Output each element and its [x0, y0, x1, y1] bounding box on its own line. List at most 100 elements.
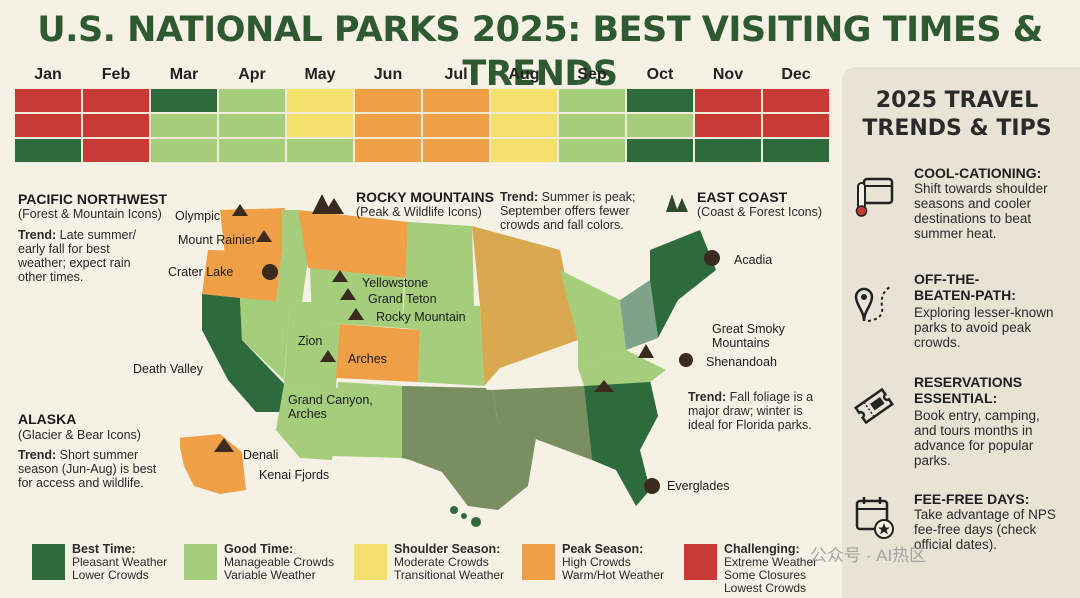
park-label-kenai: Kenai Fjords	[259, 468, 330, 482]
heatmap-cell	[558, 88, 626, 113]
heatmap-cell	[422, 113, 490, 138]
tip-head-3: FEE-FREE DAYS:	[914, 491, 1030, 507]
trend-pnw: Trend: Late summer/ early fall for best …	[18, 228, 137, 284]
legend-line: Transitional Weather	[394, 568, 505, 582]
heatmap-cell	[762, 88, 830, 113]
month-label: Sep	[577, 66, 607, 83]
tip-body-0: Shift towards shoulder seasons and cooler…	[914, 181, 1048, 241]
calendar-star-icon	[855, 497, 894, 539]
legend-title-peak: Peak Season:	[562, 542, 644, 556]
heatmap-cell	[626, 88, 694, 113]
heatmap-cell	[490, 88, 558, 113]
month-header: Jan Feb Mar Apr May Jun Jul Aug Sep Oct Nov Dec	[14, 64, 830, 88]
region-tx	[402, 386, 536, 510]
region-south	[492, 386, 592, 460]
region-ca	[202, 294, 290, 412]
us-map	[180, 204, 720, 527]
legend-line: Variable Weather	[224, 568, 316, 582]
month-label: Aug	[508, 66, 540, 83]
park-label-crater: Crater Lake	[168, 265, 234, 279]
region-appalachia	[578, 350, 666, 386]
tip-body-3: Take advantage of NPS fee-free days (chec…	[914, 507, 1056, 552]
month-label: Jan	[34, 66, 62, 83]
legend-line: Moderate Crowds	[394, 555, 489, 569]
calendar-thermometer-icon	[855, 177, 894, 217]
region-midwest	[472, 226, 578, 386]
park-label-arches: Arches	[348, 352, 387, 366]
heatmap-cell	[150, 113, 218, 138]
heatmap-cell	[422, 138, 490, 163]
region-az	[276, 384, 338, 460]
month-label: May	[304, 66, 336, 83]
heatmap-cell	[218, 88, 286, 113]
region-sub-rocky: (Peak & Wildlife Icons)	[356, 205, 482, 219]
heatmap-cell	[354, 88, 422, 113]
park-label-zion: Zion	[298, 334, 323, 348]
forest-icon	[666, 194, 688, 212]
tip-body-1: Exploring lesser-known parks to avoid pea…	[914, 305, 1054, 350]
region-sub-pnw: (Forest & Mountain Icons)	[18, 207, 162, 221]
map-pin-path-icon	[854, 286, 891, 322]
region-ohio	[560, 270, 626, 368]
region-title-east: EAST COAST	[697, 189, 788, 205]
watermark: 公众号 · AI热区	[810, 546, 927, 565]
heatmap-cell	[354, 113, 422, 138]
park-label-rainier: Mount Rainier	[178, 233, 256, 247]
legend-swatch-peak	[522, 544, 555, 580]
legend-swatch-shoulder	[354, 544, 387, 580]
tip-body-2: Book entry, camping, and tours months in …	[914, 408, 1040, 468]
month-label: Oct	[646, 66, 674, 83]
month-label: Mar	[169, 66, 199, 83]
heatmap-cell	[762, 138, 830, 163]
heatmap-cell	[150, 138, 218, 163]
month-label: Feb	[101, 66, 131, 83]
region-co	[336, 324, 420, 382]
month-label: Nov	[712, 66, 744, 83]
region-ne-ks	[402, 302, 484, 386]
park-label-smoky: Great Smoky Mountains	[712, 322, 785, 350]
region-title-alaska: ALASKA	[18, 411, 77, 427]
heatmap-cell	[218, 138, 286, 163]
legend-title-challenging: Challenging:	[724, 542, 800, 556]
month-label: Apr	[238, 66, 266, 83]
region-nd-sd	[404, 222, 474, 306]
heatmap-cell	[490, 113, 558, 138]
heatmap-cell	[490, 138, 558, 163]
heatmap-cell	[82, 138, 150, 163]
legend-line: High Crowds	[562, 555, 631, 569]
legend-line: Lowest Crowds	[724, 581, 807, 595]
legend-line: Pleasant Weather	[72, 555, 168, 569]
region-sub-alaska: (Glacier & Bear Icons)	[18, 428, 141, 442]
heatmap-cell	[286, 138, 354, 163]
rocky-mountain-icon	[312, 194, 344, 214]
trend-east: Trend: Fall foliage is a major draw; win…	[688, 390, 814, 432]
park-label-acadia: Acadia	[734, 253, 773, 267]
legend-title-shoulder: Shoulder Season:	[394, 542, 501, 556]
heatmap-cell	[218, 113, 286, 138]
heatmap-cell	[354, 138, 422, 163]
month-label: Jun	[373, 66, 403, 83]
legend-line: Extreme Weather	[724, 555, 818, 569]
region-alaska	[180, 434, 246, 494]
month-label: Dec	[781, 66, 811, 83]
legend-line: Lower Crowds	[72, 568, 149, 582]
region-wa	[220, 208, 285, 256]
legend-swatch-best	[32, 544, 65, 580]
region-id	[276, 210, 308, 302]
region-ut	[284, 302, 340, 388]
trend-rocky: Trend: Summer is peak; September offers …	[500, 190, 636, 232]
legend-swatch-good	[184, 544, 217, 580]
heatmap-cell	[422, 88, 490, 113]
region-wy	[310, 268, 404, 328]
region-sub-east: (Coast & Forest Icons)	[697, 205, 823, 219]
park-label-everglades: Everglades	[667, 479, 730, 493]
heatmap-cell	[14, 88, 82, 113]
mountain-icons	[214, 204, 720, 494]
heatmap-cell	[14, 113, 82, 138]
legend-title-good: Good Time:	[224, 542, 294, 556]
heatmap-cell	[694, 88, 762, 113]
region-or	[202, 250, 282, 302]
heatmap-cell	[558, 138, 626, 163]
region-new-england	[650, 230, 716, 338]
legend-title-best: Best Time:	[72, 542, 136, 556]
